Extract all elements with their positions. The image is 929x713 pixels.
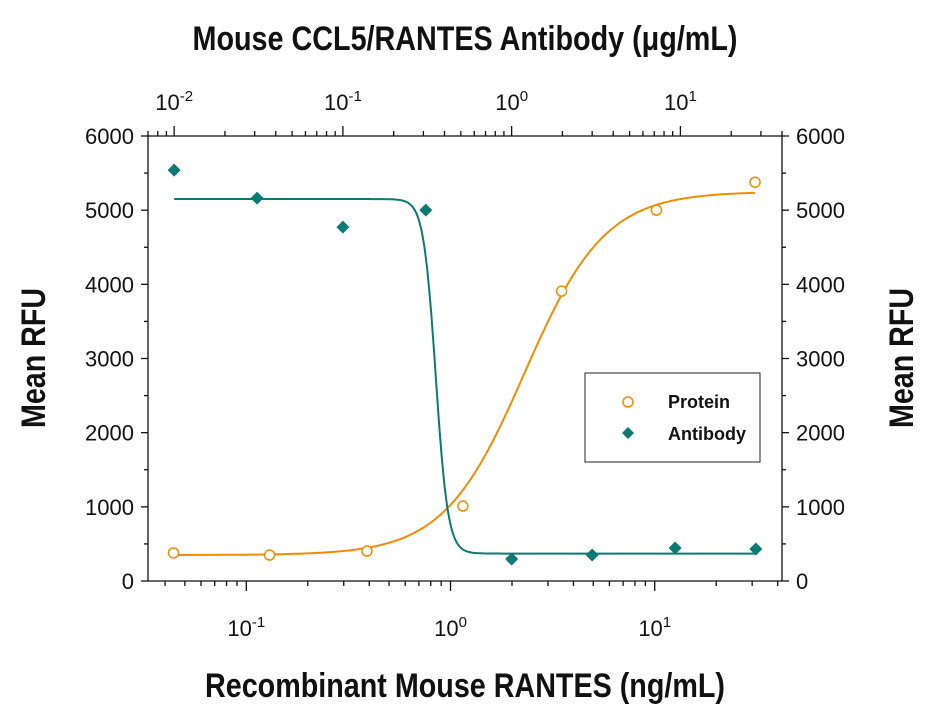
y-tick-label-right: 4000 xyxy=(796,272,845,297)
protein-data-point xyxy=(167,547,180,559)
x-axis-label: Recombinant Mouse RANTES (ng/mL) xyxy=(205,667,725,705)
antibody-data-point xyxy=(585,548,599,562)
legend-antibody-label: Antibody xyxy=(668,424,746,444)
protein-data-point xyxy=(555,285,568,297)
y-tick-label-left: 3000 xyxy=(85,347,134,372)
protein-data-point xyxy=(361,545,373,557)
antibody-data-point xyxy=(749,542,763,556)
x-top-tick-label: 100 xyxy=(495,88,528,115)
y-tick-label-right: 1000 xyxy=(796,495,845,520)
antibody-data-point xyxy=(505,552,519,566)
y-tick-label-right: 3000 xyxy=(796,347,845,372)
protein-data-point xyxy=(263,549,276,561)
antibody-data-point xyxy=(419,203,433,217)
protein-data-point xyxy=(650,204,663,216)
legend-protein-marker xyxy=(622,396,634,408)
y-tick-label-left: 5000 xyxy=(85,198,134,223)
x-top-tick-label: 10-1 xyxy=(324,88,362,115)
y-tick-label-left: 1000 xyxy=(85,495,134,520)
x-top-tick-label: 10-2 xyxy=(155,88,193,115)
x-top-tick-label: 101 xyxy=(664,88,697,115)
x-bottom-tick-label: 10-1 xyxy=(227,614,265,641)
y-tick-label-left: 0 xyxy=(122,569,134,594)
antibody-fit-curve xyxy=(174,198,756,555)
x-bottom-tick-label: 101 xyxy=(638,614,671,641)
y-tick-label-left: 2000 xyxy=(85,421,134,446)
y-tick-label-right: 6000 xyxy=(796,124,845,149)
y-axis-label-left: Mean RFU xyxy=(15,288,53,428)
x-bottom-tick-label: 100 xyxy=(434,614,467,641)
y-tick-label-right: 2000 xyxy=(796,421,845,446)
antibody-data-point xyxy=(336,220,350,234)
protein-data-point xyxy=(457,500,469,512)
antibody-data-point xyxy=(250,191,264,205)
protein-data-point xyxy=(749,176,761,188)
y-tick-label-left: 6000 xyxy=(85,124,134,149)
chart-title: Mouse CCL5/RANTES Antibody (μg/mL) xyxy=(193,20,738,58)
antibody-data-point xyxy=(167,163,181,177)
legend-antibody-marker xyxy=(622,427,634,439)
legend-box xyxy=(584,372,761,463)
y-axis-label-right: Mean RFU xyxy=(883,288,921,428)
y-tick-label-right: 5000 xyxy=(796,198,845,223)
legend: Protein Antibody xyxy=(584,372,761,463)
y-tick-label-left: 4000 xyxy=(85,272,134,297)
legend-protein-label: Protein xyxy=(668,392,730,412)
antibody-data-point xyxy=(668,541,682,555)
y-tick-label-right: 0 xyxy=(796,569,808,594)
